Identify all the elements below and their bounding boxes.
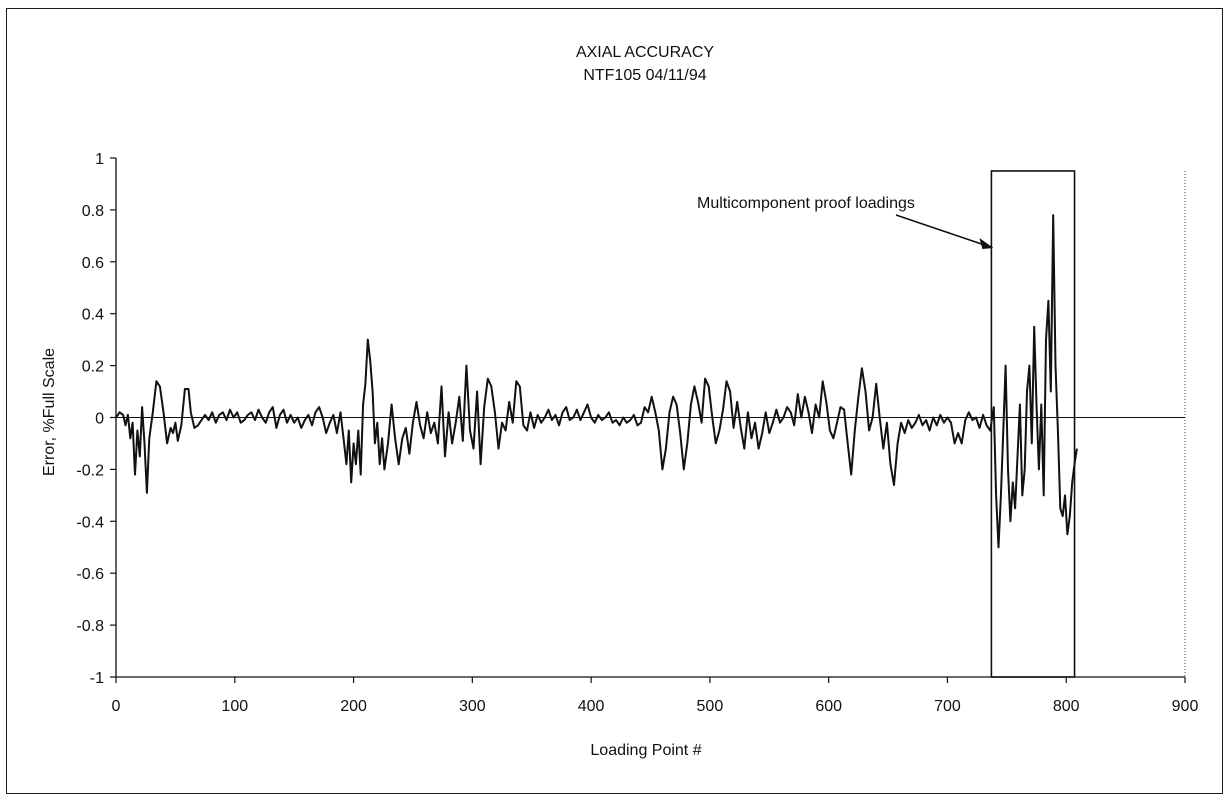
x-tick-label: 800 — [1053, 698, 1080, 715]
y-tick-label: -1 — [90, 670, 104, 687]
annotation-arrow-line — [895, 214, 988, 247]
chart-subtitle: NTF105 04/11/94 — [583, 67, 706, 84]
y-tick-label: 0 — [95, 411, 104, 428]
y-tick-label: -0.6 — [76, 566, 104, 583]
y-tick-label: 0.8 — [82, 203, 104, 220]
series-line — [115, 214, 1078, 549]
y-tick-label: 0.4 — [82, 307, 104, 324]
y-tick-label: 0.2 — [82, 359, 104, 376]
y-tick-label: 1 — [95, 151, 104, 168]
x-tick-label: 200 — [340, 698, 367, 715]
annotation-arrow-head — [979, 238, 994, 249]
x-tick-label: 900 — [1172, 698, 1199, 715]
x-tick-label: 400 — [578, 698, 605, 715]
x-tick-label: 300 — [459, 698, 486, 715]
x-tick-label: 0 — [112, 698, 121, 715]
x-tick-label: 600 — [815, 698, 842, 715]
y-axis-title: Error, %Full Scale — [41, 348, 58, 476]
chart-title: AXIAL ACCURACY — [576, 44, 714, 61]
y-tick-label: -0.2 — [76, 462, 104, 479]
y-tick-label: -0.4 — [76, 514, 104, 531]
x-tick-label: 500 — [697, 698, 724, 715]
x-tick-label: 100 — [221, 698, 248, 715]
x-axis-title: Loading Point # — [590, 742, 701, 759]
y-tick-label: -0.8 — [76, 618, 104, 635]
annotation-label: Multicomponent proof loadings — [697, 195, 915, 212]
x-tick-label: 700 — [934, 698, 961, 715]
chart-frame — [6, 8, 1223, 794]
y-tick-label: 0.6 — [82, 255, 104, 272]
